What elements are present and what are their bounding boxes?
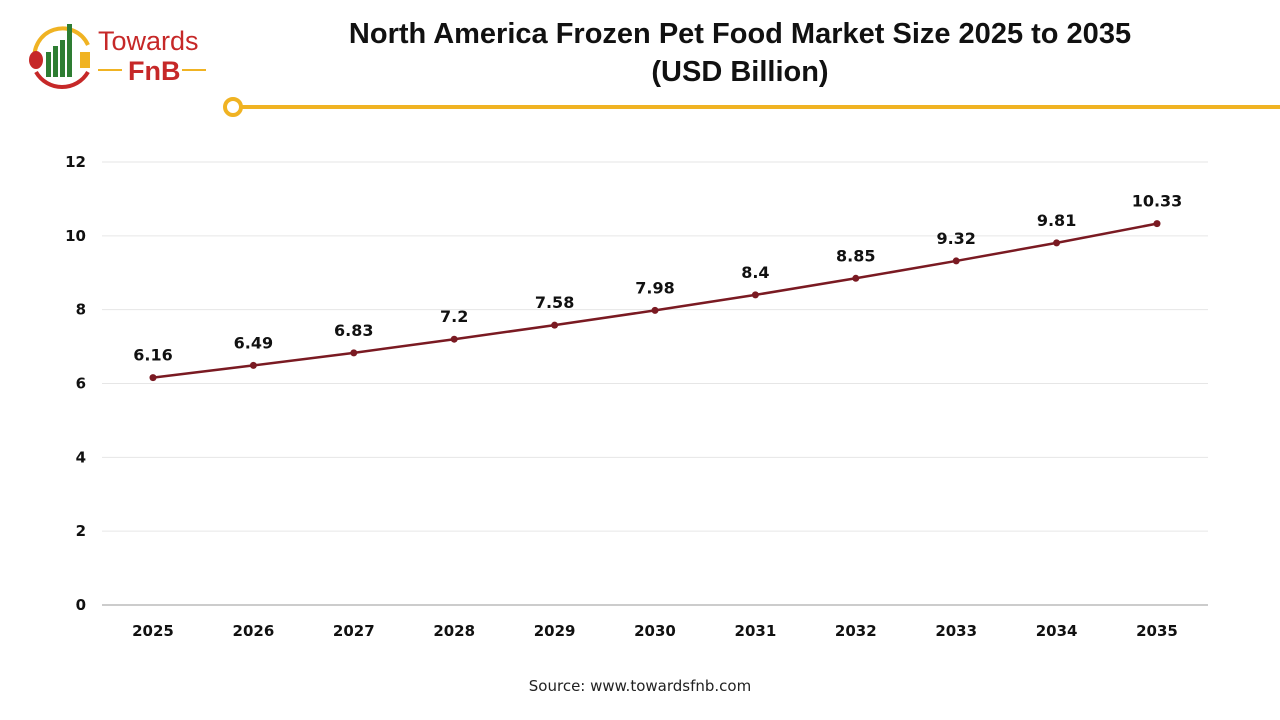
data-label: 6.16 [133, 346, 172, 365]
data-point [1153, 220, 1161, 228]
y-tick-label: 2 [76, 522, 86, 540]
y-tick-label: 10 [65, 227, 86, 245]
data-point [751, 291, 759, 299]
data-label: 9.32 [936, 229, 975, 248]
data-label: 9.81 [1037, 211, 1076, 230]
data-label: 10.33 [1132, 192, 1183, 211]
source-note: Source: www.towardsfnb.com [528, 677, 752, 695]
data-point [651, 306, 659, 314]
x-tick-label: 2034 [1036, 622, 1078, 640]
x-tick-label: 2032 [835, 622, 877, 640]
data-label: 7.2 [440, 307, 468, 326]
data-label: 7.98 [635, 278, 674, 297]
data-point [249, 361, 257, 369]
y-tick-label: 0 [76, 596, 86, 614]
series-line [152, 222, 1158, 379]
logo: Towards FnB [29, 24, 206, 90]
data-point [551, 321, 559, 329]
y-tick-label: 12 [65, 153, 86, 171]
x-tick-label: 2035 [1136, 622, 1178, 640]
chart-subtitle: (USD Billion) [651, 56, 829, 88]
data-label: 7.58 [535, 293, 574, 312]
x-tick-label: 2033 [935, 622, 977, 640]
data-label: 6.49 [234, 333, 273, 352]
svg-text:FnB: FnB [128, 56, 180, 86]
svg-text:Towards: Towards [98, 26, 199, 56]
x-tick-label: 2026 [233, 622, 275, 640]
data-point [149, 374, 157, 382]
data-label: 8.85 [836, 246, 875, 265]
data-label: 8.4 [741, 263, 769, 282]
x-tick-label: 2028 [433, 622, 475, 640]
x-tick-label: 2030 [634, 622, 676, 640]
data-point [350, 349, 358, 357]
y-tick-label: 4 [76, 448, 86, 466]
data-point [450, 335, 458, 343]
x-tick-label: 2031 [735, 622, 777, 640]
x-tick-label: 2027 [333, 622, 375, 640]
data-point [952, 257, 960, 265]
chart-title: North America Frozen Pet Food Market Siz… [348, 18, 1132, 50]
y-tick-label: 6 [76, 375, 86, 393]
data-label: 6.83 [334, 321, 373, 340]
accent-circle [223, 97, 243, 117]
y-tick-label: 8 [76, 301, 86, 319]
x-tick-label: 2029 [534, 622, 576, 640]
data-point [852, 274, 860, 282]
data-point [1053, 239, 1061, 247]
x-tick-label: 2025 [132, 622, 174, 640]
